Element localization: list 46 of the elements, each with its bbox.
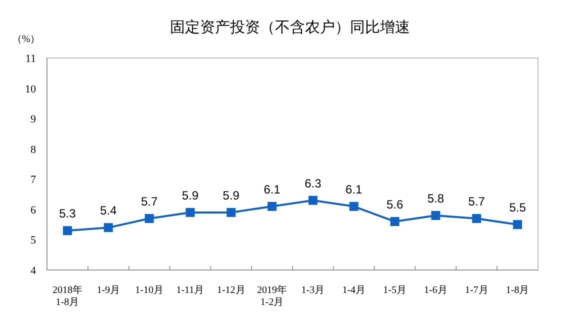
y-tick-label: 6 (30, 204, 36, 216)
y-tick-label: 8 (30, 144, 36, 156)
x-tick-label: 1-3月 (301, 285, 325, 296)
point (513, 220, 522, 230)
point (308, 196, 318, 205)
x-tick-label: 1-6月 (424, 285, 448, 296)
x-tick-label: 1-4月 (342, 285, 366, 296)
data-label: 6.1 (346, 182, 363, 196)
point (390, 217, 400, 226)
data-label: 5.5 (509, 200, 526, 215)
x-tick-label: 1-10月 (135, 285, 164, 296)
point (62, 226, 72, 236)
data-label: 5.9 (222, 188, 240, 202)
x-tick-label: 1-9月 (96, 285, 120, 296)
y-tick-label: 9 (30, 114, 36, 126)
data-label: 6.1 (264, 182, 281, 196)
data-label: 5.9 (182, 188, 199, 202)
x-tick-label: 1-11月 (176, 285, 204, 296)
y-tick-label: 5 (30, 234, 36, 247)
point (144, 214, 154, 224)
data-label: 5.8 (427, 191, 444, 206)
point (104, 223, 113, 232)
x-tick-label: 2019年 1-2月 (257, 284, 288, 308)
chart-title: 固定资产投资（不含农户）同比增速 (170, 19, 410, 36)
data-label: 5.4 (100, 204, 118, 218)
x-tick-label: 1-8月 (506, 285, 530, 296)
y-tick-label: 7 (30, 174, 36, 186)
x-tick-label: 1-12月 (216, 285, 246, 296)
point (431, 210, 440, 220)
data-label: 5.3 (59, 206, 76, 221)
data-label: 5.6 (386, 198, 404, 212)
x-tick-label: 1-7月 (464, 285, 488, 296)
y-tick-label: 10 (25, 83, 36, 96)
y-tick-label: 4 (30, 265, 36, 277)
data-label: 5.7 (140, 194, 158, 209)
y-axis-title: （%） (12, 34, 40, 45)
point (268, 202, 277, 211)
point (186, 208, 195, 217)
point (472, 214, 482, 224)
data-label: 5.7 (468, 194, 486, 209)
y-tick-label: 11 (25, 53, 36, 65)
data-label: 6.3 (304, 176, 322, 190)
point (349, 202, 358, 211)
x-tick-label: 2018年 1-8月 (52, 284, 82, 308)
x-tick-label: 1-5月 (383, 285, 406, 296)
point (226, 208, 236, 217)
